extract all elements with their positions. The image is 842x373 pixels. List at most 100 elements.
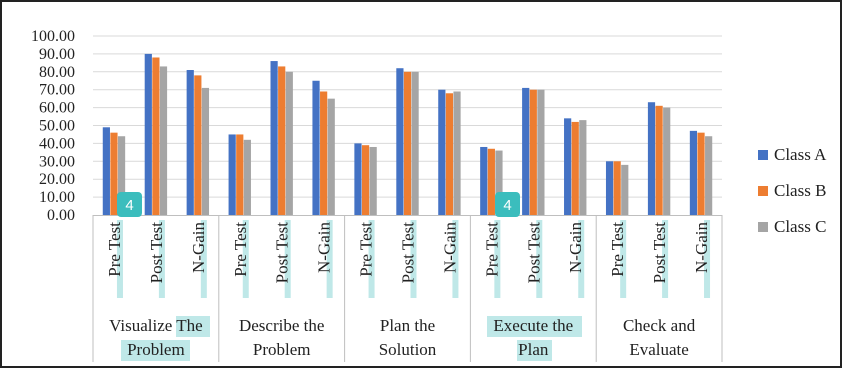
bar-class-c <box>117 136 126 215</box>
bar-class-b <box>529 89 537 215</box>
subcategory-label: N-Gain <box>440 222 459 273</box>
group-label: Solution <box>379 340 437 359</box>
label-highlight <box>242 220 249 298</box>
group-label: Evaluate <box>629 340 688 359</box>
bar-class-c <box>621 164 629 215</box>
bar-class-c <box>327 98 335 215</box>
bar-class-a <box>228 134 236 215</box>
bar-class-b <box>571 121 579 215</box>
group-label: Plan the <box>380 316 435 335</box>
bar-class-b <box>697 132 705 215</box>
text-highlights <box>116 220 711 361</box>
x-axis <box>92 215 723 362</box>
bar-class-c <box>243 139 251 215</box>
bar-class-b <box>445 93 454 215</box>
group-label: Visualize The <box>109 316 203 335</box>
text-highlight <box>176 316 210 337</box>
bar-class-b <box>361 145 370 215</box>
subcategory-label: N-Gain <box>189 222 208 273</box>
bar-class-b <box>655 105 663 215</box>
legend-label: Class B <box>774 181 826 200</box>
bar-class-c <box>579 120 587 215</box>
bar-class-a <box>186 70 194 215</box>
label-highlight <box>158 220 165 298</box>
group-label: Problem <box>127 340 185 359</box>
y-tick-label: 80.00 <box>39 64 75 81</box>
label-highlight <box>326 220 333 298</box>
group-label: Plan <box>518 340 549 359</box>
subcategory-label: N-Gain <box>315 222 334 273</box>
bar-class-b <box>110 132 118 215</box>
label-highlight <box>704 220 711 298</box>
subcategory-label: Post Test <box>399 222 418 284</box>
text-highlight <box>121 340 190 361</box>
label-highlight <box>578 220 585 298</box>
subcategory-label: Pre Test <box>482 222 501 277</box>
label-highlight <box>620 220 627 298</box>
subcategory-label: Post Test <box>147 222 166 284</box>
legend-swatch <box>758 222 768 232</box>
bar-class-c <box>495 150 503 215</box>
subcategory-label: Post Test <box>524 222 543 284</box>
bar-class-a <box>605 161 614 215</box>
bar-class-b <box>487 148 495 215</box>
legend-swatch <box>758 150 768 160</box>
y-tick-label: 60.00 <box>39 100 75 117</box>
y-tick-label: 30.00 <box>39 153 75 170</box>
label-highlight <box>116 220 123 298</box>
y-tick-label: 100.00 <box>31 28 75 45</box>
subcategory-label: N-Gain <box>566 222 585 273</box>
y-tick-label: 20.00 <box>39 171 75 188</box>
subcategory-label: Post Test <box>273 222 292 284</box>
label-highlight <box>200 220 207 298</box>
bar-class-a <box>689 130 698 215</box>
x-axis-labels: Pre Test Post Test N-Gain Pre Test Post Test… <box>105 222 711 359</box>
bar-class-a <box>144 53 152 216</box>
bar-class-a <box>480 146 488 215</box>
subcategory-label: Pre Test <box>357 222 376 277</box>
legend: Class A Class B Class C <box>758 145 827 236</box>
y-tick-label: 10.00 <box>39 189 75 206</box>
y-tick-label: 70.00 <box>39 82 75 99</box>
bar-class-c <box>411 71 419 215</box>
bar-class-a <box>438 89 446 215</box>
bar-class-a <box>647 102 656 215</box>
subcategory-label: Pre Test <box>231 222 250 277</box>
group-label: Check and <box>623 316 696 335</box>
bar-class-c <box>705 136 713 215</box>
y-tick-label: 0.00 <box>47 207 75 224</box>
bar-class-b <box>152 57 160 216</box>
bar-class-a <box>564 118 572 215</box>
bar-class-c <box>537 89 545 215</box>
bar-class-c <box>159 66 168 216</box>
badge-box <box>495 192 520 217</box>
badge-label: 4 <box>503 197 511 214</box>
subcategory-label: Post Test <box>650 222 669 284</box>
bar-class-b <box>403 71 412 215</box>
bar-class-c <box>201 87 210 215</box>
label-highlight <box>284 220 291 298</box>
bar-class-c <box>663 107 671 215</box>
y-tick-label: 90.00 <box>39 46 75 63</box>
text-highlight <box>487 316 582 337</box>
bar-class-a <box>396 68 404 215</box>
bar-class-c <box>285 71 293 215</box>
bar-class-a <box>102 127 110 215</box>
badge-label: 4 <box>125 197 133 214</box>
bar-class-a <box>312 80 320 215</box>
text-highlight <box>517 340 552 361</box>
bar-class-b <box>278 66 286 216</box>
y-tick-label: 40.00 <box>39 135 75 152</box>
bar-class-b <box>194 75 202 215</box>
group-label: Problem <box>253 340 311 359</box>
bar-class-c <box>369 146 377 215</box>
bar-class-b <box>236 134 244 215</box>
label-highlight <box>536 220 543 298</box>
bar-class-a <box>522 87 530 215</box>
bar-class-a <box>270 61 278 216</box>
subcategory-label: Pre Test <box>608 222 627 277</box>
bar-class-b <box>613 161 621 215</box>
legend-swatch <box>758 186 768 196</box>
